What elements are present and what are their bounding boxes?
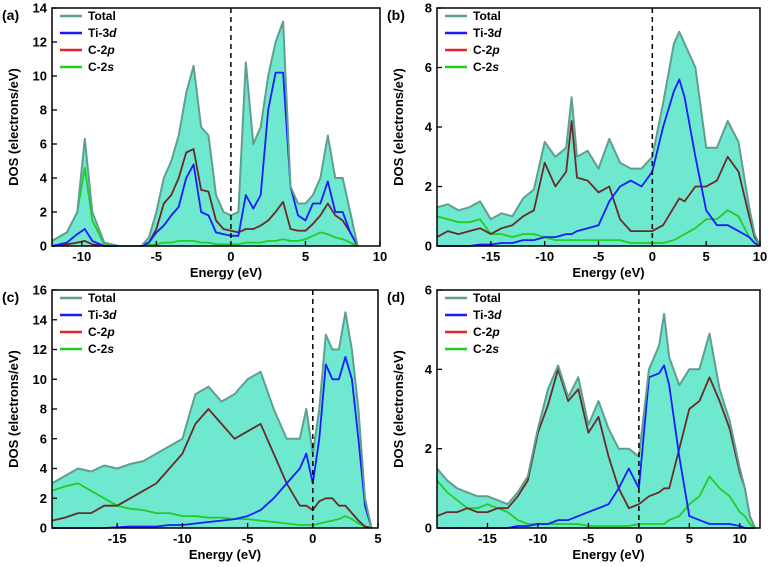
y-tick-label: 4 xyxy=(425,362,433,377)
x-tick-label: -5 xyxy=(242,531,254,546)
legend-label: C-2p xyxy=(88,43,115,57)
y-tick-label: 2 xyxy=(40,491,47,506)
y-tick-label: 12 xyxy=(33,35,47,50)
x-tick-label: 5 xyxy=(703,249,710,264)
y-axis-title: DOS (electrons/eV) xyxy=(6,68,21,186)
y-tick-label: 14 xyxy=(33,312,48,327)
y-tick-label: 10 xyxy=(33,372,47,387)
panel-4: -15 -10 -5 0 5 10 0 2 4 6 Energy (eV) DOS (electron… xyxy=(387,283,761,562)
x-tick-label: 10 xyxy=(373,249,387,264)
y-tick-label: 2 xyxy=(425,179,432,194)
x-tick-label: -10 xyxy=(529,531,548,546)
x-tick-label: 10 xyxy=(733,531,747,546)
legend-label: Total xyxy=(88,291,116,305)
y-tick-label: 8 xyxy=(40,402,47,417)
y-tick-label: 6 xyxy=(425,60,432,75)
series-line-c-2p xyxy=(436,120,761,247)
legend-label: Total xyxy=(473,9,501,23)
x-tick-label: 10 xyxy=(753,249,767,264)
plot-frame xyxy=(436,289,761,529)
y-tick-label: 6 xyxy=(40,137,47,152)
x-tick-label: -5 xyxy=(151,249,163,264)
y-tick-label: 12 xyxy=(33,342,47,357)
x-tick-label: 0 xyxy=(227,249,234,264)
legend-label: C-2s xyxy=(473,60,499,74)
legend-label: Ti-3d xyxy=(88,26,117,40)
y-tick-label: 0 xyxy=(425,521,432,536)
panel-1: -10 -5 0 5 10 0 2 4 6 8 10 12 14 Energy (eV) DOS (elec… xyxy=(2,1,387,281)
y-tick-label: 0 xyxy=(40,239,47,254)
y-tick-label: 0 xyxy=(425,239,432,254)
x-tick-label: -10 xyxy=(173,531,192,546)
series-line-total xyxy=(436,30,761,247)
y-tick-label: 2 xyxy=(40,205,47,220)
x-axis-title: Energy (eV) xyxy=(572,265,644,280)
panel-label: (b) xyxy=(387,7,405,23)
legend-label: C-2p xyxy=(473,325,500,339)
y-tick-label: 6 xyxy=(425,283,432,298)
x-tick-label: 5 xyxy=(302,249,309,264)
y-tick-label: 4 xyxy=(40,461,48,476)
panel-2: -15 -10 -5 0 5 10 0 2 4 6 8 Energy (eV) DOS (electro… xyxy=(387,1,767,281)
x-tick-label: -5 xyxy=(583,531,595,546)
x-tick-label: -10 xyxy=(72,249,91,264)
y-tick-label: 8 xyxy=(425,1,432,16)
legend-label: C-2p xyxy=(88,325,115,339)
x-tick-label: -15 xyxy=(478,531,497,546)
series-line-c-2p xyxy=(51,408,372,529)
y-tick-label: 16 xyxy=(33,283,47,298)
x-tick-label: 0 xyxy=(649,249,656,264)
x-tick-label: 5 xyxy=(374,531,381,546)
panel-label: (c) xyxy=(2,289,19,305)
total-dos-fill xyxy=(52,312,372,528)
legend-label: Total xyxy=(473,291,501,305)
x-axis-title: Energy (eV) xyxy=(572,547,644,562)
y-tick-label: 0 xyxy=(40,521,47,536)
series-line-c-2p xyxy=(436,368,756,529)
legend-label: C-2p xyxy=(473,43,500,57)
x-tick-label: 0 xyxy=(309,531,316,546)
x-axis-title: Energy (eV) xyxy=(190,265,262,280)
panel-3: -15 -10 -5 0 5 0 2 4 6 8 10 12 14 16 Energy (eV) DOS (e… xyxy=(2,283,382,563)
series-line-total xyxy=(436,312,756,529)
legend-label: C-2s xyxy=(88,60,114,74)
y-tick-label: 10 xyxy=(33,69,47,84)
y-axis-title: DOS (electrons/eV) xyxy=(6,350,21,468)
x-tick-label: -5 xyxy=(593,249,605,264)
series-line-total xyxy=(51,311,373,529)
plot-frame xyxy=(51,7,381,247)
series-line-c-2s xyxy=(436,475,756,529)
panel-label: (d) xyxy=(387,289,405,305)
total-dos-fill xyxy=(52,21,358,246)
x-tick-label: -10 xyxy=(535,249,554,264)
legend-label: C-2s xyxy=(473,342,499,356)
y-tick-label: 6 xyxy=(40,431,47,446)
legend-label: Ti-3d xyxy=(88,308,117,322)
y-tick-label: 8 xyxy=(40,103,47,118)
x-tick-label: -15 xyxy=(108,531,127,546)
series-line-ti-3d xyxy=(437,78,761,247)
x-axis-title: Energy (eV) xyxy=(189,547,261,562)
legend-label: Ti-3d xyxy=(473,26,502,40)
y-tick-label: 14 xyxy=(33,1,48,16)
legend-label: Ti-3d xyxy=(473,308,502,322)
legend-label: Total xyxy=(88,9,116,23)
legend-label: C-2s xyxy=(88,342,114,356)
total-dos-fill xyxy=(437,31,760,246)
x-tick-label: 5 xyxy=(686,531,693,546)
y-tick-label: 2 xyxy=(425,441,432,456)
y-axis-title: DOS (electrons/eV) xyxy=(391,350,406,468)
y-axis-title: DOS (electrons/eV) xyxy=(391,68,406,186)
panel-label: (a) xyxy=(2,7,19,23)
y-tick-label: 4 xyxy=(425,120,433,135)
x-tick-label: 0 xyxy=(635,531,642,546)
y-tick-label: 4 xyxy=(40,171,48,186)
x-tick-label: -15 xyxy=(481,249,500,264)
